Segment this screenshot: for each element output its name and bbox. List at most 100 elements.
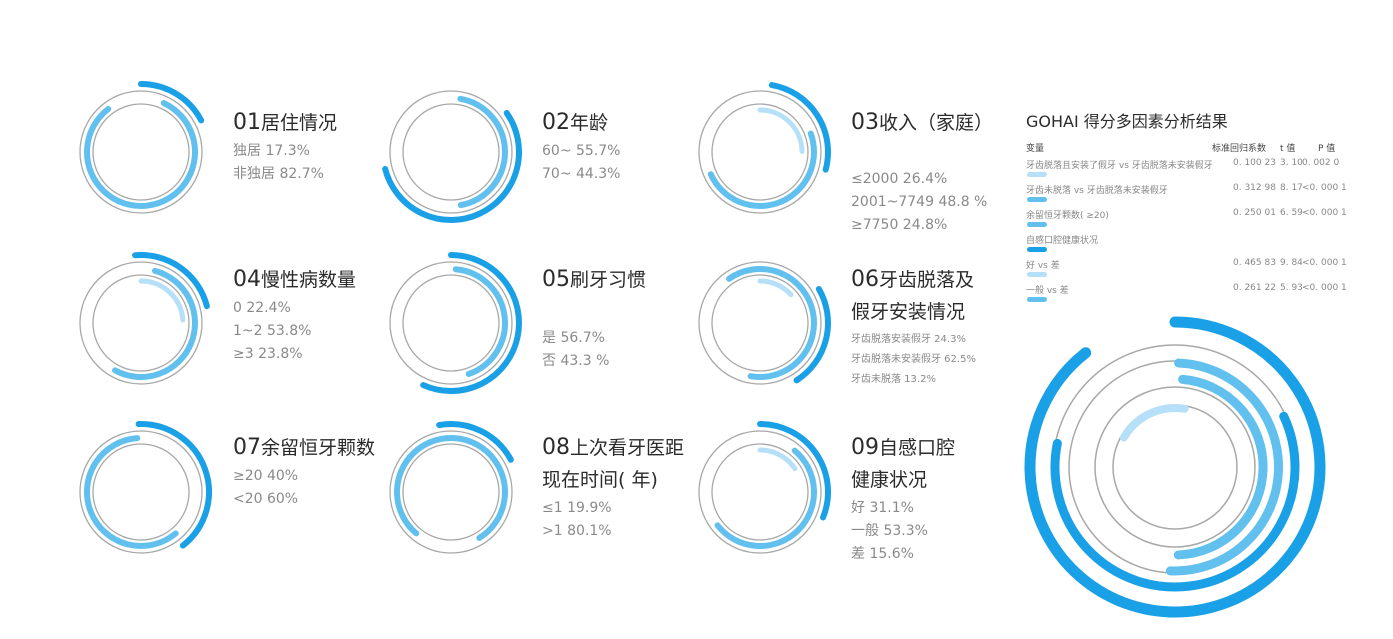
chart-title: 06牙齿脱落及 [851,267,974,293]
legend-item: 牙齿脱落安装假牙 24.3% [851,334,966,345]
legend-item: 牙齿未脱落 13.2% [851,374,936,385]
ring-arc-2 [112,267,198,380]
chart-number: 09 [851,435,879,460]
chart-title-line2: 健康状况 [851,469,928,491]
ring-arc-3 [757,278,794,298]
gohai-arc-3 [1165,358,1283,576]
ring-arc-1 [768,82,831,173]
ring-arc-2 [452,266,508,378]
gohai-row-t: 8. 17 [1280,183,1303,193]
ring-track-2 [92,443,190,541]
chart-title-text: 刷牙习惯 [570,269,647,291]
chart-title: 04慢性病数量 [233,267,356,293]
ring-arc-3 [138,278,186,323]
ring-track-1 [389,90,513,214]
gohai-title: GOHAI 得分多因素分析结果 [1026,112,1228,131]
gohai-row-swatch [1027,197,1047,202]
ring-arc-1 [135,421,212,549]
chart-title: 08上次看牙医距 [542,435,684,461]
legend-item: ≤1 19.9% [542,500,612,516]
gohai-arc-4 [1173,374,1268,560]
legend-item: 一般 53.3% [851,523,928,539]
ring-arc-2 [457,95,508,209]
gohai-row-p: <0. 000 1 [1302,283,1347,293]
ring-track-2 [92,103,190,201]
gohai-row-label: 牙齿未脱落 vs 牙齿脱落未安装假牙 [1026,186,1168,196]
gohai-row-t: 5. 93 [1280,283,1303,293]
ring-track-1 [698,430,822,554]
ring-track-2 [402,274,500,372]
ring-arc-1 [138,81,205,124]
ring-chart-04 [79,252,210,385]
col-header-t: t 值 [1280,144,1296,154]
chart-number: 04 [233,267,261,292]
ring-arc-2 [84,100,198,209]
ring-arc-1 [757,421,831,521]
ring-track-1 [698,90,822,214]
col-header-variable: 变量 [1026,144,1045,154]
legend-item: 2001~7749 48.8 % [851,194,988,210]
chart-title: 05刷牙习惯 [542,267,646,293]
legend-item: >1 80.1% [542,523,612,539]
ring-arc-1 [382,110,522,223]
legend-item: 非独居 82.7% [233,166,324,182]
gohai-row-swatch [1027,222,1047,227]
gohai-row-coef: 0. 312 98 [1233,183,1276,193]
gohai-row-t: 6. 59 [1280,208,1303,218]
legend-item: 1~2 53.8% [233,323,312,339]
chart-title: 07余留恒牙颗数 [233,435,375,461]
chart-title-text: 慢性病数量 [261,269,357,291]
chart-title-text: 余留恒牙颗数 [261,437,376,459]
ring-track-2 [711,274,809,372]
ring-track-1 [79,90,203,214]
legend-item: ≥7750 24.8% [851,217,948,233]
chart-title-text: 居住情况 [261,112,338,134]
chart-number: 02 [542,110,570,135]
chart-title-text: 牙齿脱落及 [879,269,975,291]
gohai-arc-5 [1119,404,1189,442]
chart-title: 02年龄 [542,110,608,136]
gohai-row-t: 9. 84 [1280,258,1303,268]
gohai-row-swatch [1027,247,1047,252]
gohai-track-3 [1094,386,1256,548]
gohai-row-swatch [1027,172,1047,177]
legend-item: 否 43.3 % [542,353,610,369]
ring-arc-3 [757,447,798,472]
legend-item: 60~ 55.7% [542,143,621,159]
ring-arc-2 [394,435,508,541]
gohai-row-p: 0. 002 0 [1302,158,1340,168]
ring-arc-2 [707,130,817,209]
legend-item: 差 15.6% [851,546,914,562]
gohai-row-label: 牙齿脱落且安装了假牙 vs 牙齿脱落未安装假牙 [1026,161,1213,171]
legend-item: ≥20 40% [233,468,299,484]
gohai-arc-2 [1050,411,1300,592]
chart-number: 07 [233,435,261,460]
chart-title: 03收入（家庭） [851,110,993,136]
chart-title-line2: 假牙安装情况 [851,301,966,323]
gohai-row-label: 一般 vs 差 [1026,286,1069,296]
gohai-row-swatch [1027,272,1047,277]
gohai-row-swatch [1027,297,1047,302]
ring-arc-2 [714,447,817,549]
ring-track-2 [92,274,190,372]
ring-arc-1 [793,286,831,384]
col-header-p: P 值 [1318,144,1336,154]
legend-item: ≤2000 26.4% [851,171,948,187]
chart-number: 08 [542,435,570,460]
gohai-row-coef: 0. 261 22 [1233,283,1276,293]
ring-arc-1 [436,421,514,463]
chart-title-text: 自感口腔 [879,437,956,459]
gohai-row-coef: 0. 465 83 [1233,258,1276,268]
legend-item: 好 31.1% [851,500,914,516]
ring-arc-2 [84,435,179,549]
ring-chart-07 [79,421,212,554]
ring-arc-3 [757,107,805,154]
ring-chart-03 [698,82,831,214]
ring-arc-1 [132,252,210,310]
ring-track-1 [389,261,513,385]
chart-title: 01居住情况 [233,110,337,136]
legend-item: ≥3 23.8% [233,346,303,362]
gohai-row-coef: 0. 100 23 [1233,158,1276,168]
ring-chart-06 [698,261,831,385]
gohai-row-p: <0. 000 1 [1302,258,1347,268]
